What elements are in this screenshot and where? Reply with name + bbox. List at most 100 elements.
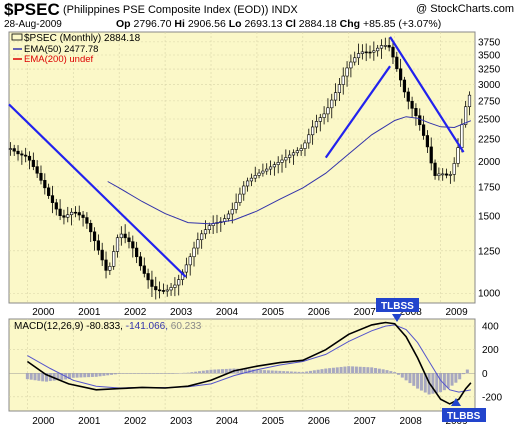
price-bar <box>318 113 322 132</box>
histogram-bar <box>163 373 167 374</box>
price-bar-body <box>77 212 81 216</box>
price-bar-body <box>131 241 135 249</box>
price-bar-body <box>43 180 47 189</box>
price-bar-body <box>391 46 395 58</box>
price-bar <box>379 39 384 59</box>
histogram-bar <box>129 373 133 374</box>
histogram-bar <box>324 368 328 374</box>
price-bar <box>265 163 269 175</box>
price-bar <box>257 169 261 179</box>
price-bar <box>196 232 200 255</box>
price-bar <box>295 147 299 157</box>
histogram-bar <box>385 370 389 374</box>
histogram-bar <box>228 368 232 374</box>
price-bar-body <box>146 273 150 281</box>
histogram-bar <box>312 370 316 374</box>
price-bar <box>200 230 204 249</box>
change-value: +85.85 (+3.07%) <box>363 18 442 30</box>
price-bar-body <box>314 121 319 128</box>
histogram-bar <box>106 373 110 376</box>
price-bar-body <box>127 237 131 242</box>
price-bar <box>234 193 238 214</box>
price-bar-body <box>238 193 242 203</box>
price-bar-body <box>135 247 139 258</box>
price-bar-body <box>280 159 284 163</box>
price-bar <box>425 130 430 154</box>
price-bar <box>353 51 357 66</box>
price-bar <box>157 281 162 299</box>
price-bar-body <box>62 215 66 218</box>
price-bar-body <box>24 154 28 157</box>
price-bar-body <box>333 92 338 101</box>
price-x-axis: 2000 2001 2002 2003 2004 2005 2006 2007 2008 2009 <box>32 307 468 318</box>
price-bar-body <box>184 264 188 273</box>
tlbss-annotation: TLBSS <box>376 298 419 322</box>
macd-legend-text: MACD(12,26,9) -80.833, -141.066, 60.233 <box>14 321 202 332</box>
price-bar-body <box>138 256 143 267</box>
price-bar-body <box>288 154 292 158</box>
source-credit[interactable]: @ StockCharts.com <box>416 3 514 15</box>
price-bar <box>467 91 472 116</box>
price-bar-body <box>89 223 93 233</box>
histogram-bar <box>358 366 362 374</box>
tlbss-label: TLBSS <box>381 301 414 312</box>
price-bar-body <box>12 148 16 152</box>
price-bar <box>383 37 387 50</box>
histogram-bar <box>198 371 202 374</box>
price-bar-body <box>47 187 51 196</box>
histogram-bar <box>347 366 351 374</box>
price-bar-body <box>173 284 177 288</box>
price-bar-body <box>421 124 426 136</box>
histogram-bar <box>87 373 91 378</box>
price-bar-body <box>353 57 357 63</box>
price-bar-body <box>203 229 208 235</box>
price-legend: $PSEC (Monthly) 2884.18 EMA(50) 2477.78 … <box>11 33 141 65</box>
high-label: Hi <box>174 18 185 30</box>
price-bar <box>356 43 361 65</box>
price-bar-body <box>108 265 112 271</box>
tlbbs-badge <box>442 408 486 422</box>
price-bar <box>35 160 39 178</box>
price-bar-body <box>322 113 326 118</box>
histogram-bar <box>462 373 466 375</box>
price-bar-body <box>104 259 108 271</box>
change-label: Chg <box>339 18 361 30</box>
price-bar <box>165 284 169 297</box>
macd-legend-value2: -141.066, <box>126 321 168 332</box>
histogram-bar <box>255 369 259 374</box>
price-bar <box>96 234 100 255</box>
macd-x-tick-label: 2000 <box>32 416 55 427</box>
histogram-bar <box>144 373 148 374</box>
macd-panel <box>8 318 476 412</box>
ohlc-readout: Op 2796.70 Hi 2906.56 Lo 2693.13 Cl 2884… <box>116 18 441 30</box>
price-bar-body <box>177 279 181 286</box>
price-bar-body <box>414 108 418 116</box>
date: 28-Aug-2009 <box>4 19 62 30</box>
price-bar-body <box>410 100 414 109</box>
price-bar-body <box>349 61 353 69</box>
histogram-bar <box>431 373 435 394</box>
histogram-bar <box>243 369 247 374</box>
histogram-bar <box>171 373 175 374</box>
symbol: $PSEC <box>4 0 60 19</box>
price-bar-body <box>330 99 334 109</box>
histogram-bar <box>366 367 370 374</box>
histogram-bar <box>209 369 213 374</box>
price-bar <box>119 226 123 246</box>
price-bar <box>161 283 166 295</box>
price-bar <box>391 42 395 65</box>
histogram-bar <box>121 373 125 374</box>
price-bar-body <box>92 231 97 242</box>
price-bar-body <box>192 247 196 258</box>
price-bar <box>414 103 418 126</box>
price-bar <box>368 45 372 59</box>
price-bar <box>150 270 154 297</box>
price-bar-body <box>207 225 211 230</box>
price-bar <box>360 44 364 60</box>
price-bar-body <box>81 214 85 218</box>
histogram-bar <box>175 373 179 374</box>
price-bar-body <box>261 170 265 174</box>
price-bar <box>188 253 192 276</box>
